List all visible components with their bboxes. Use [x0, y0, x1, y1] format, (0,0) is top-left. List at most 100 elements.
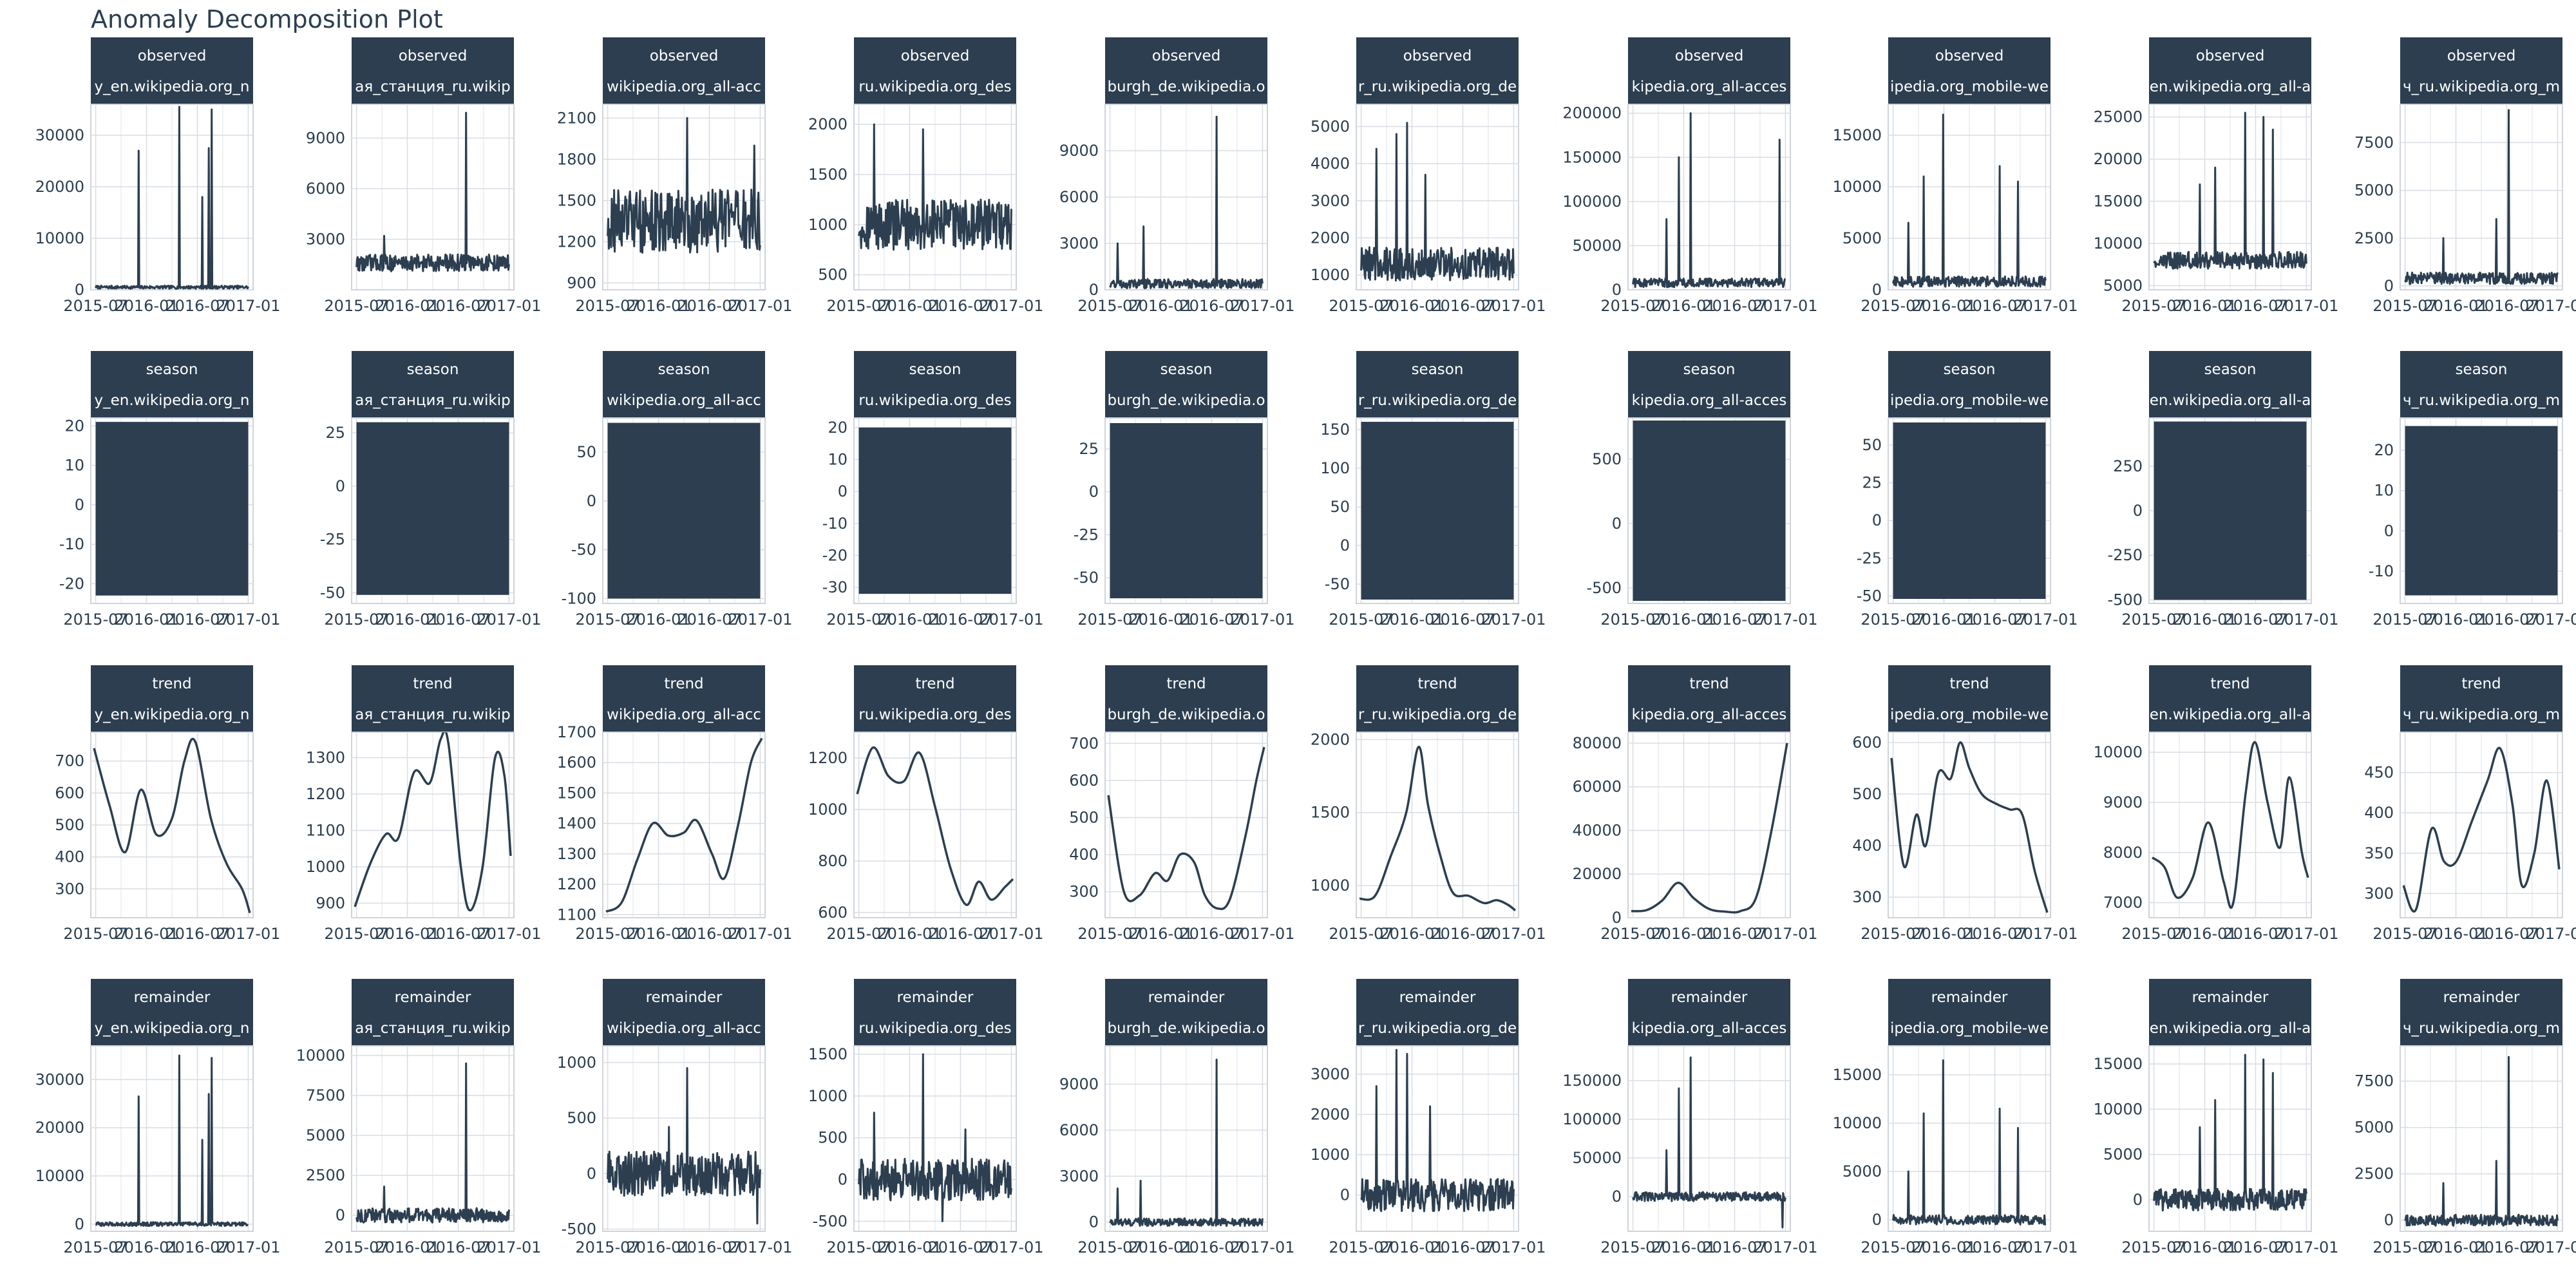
- y-tick-label: 50: [576, 443, 596, 461]
- x-tick-label: 2015-07: [826, 611, 891, 629]
- strip-label-row: season: [2456, 361, 2508, 378]
- y-tick-label: 30000: [35, 126, 84, 144]
- strip-background: [1888, 979, 2050, 1046]
- strip-label-series: y_en.wikipedia.org_n: [94, 706, 249, 723]
- x-tick-label: 2016-07: [1430, 297, 1495, 315]
- strip-label-series: burgh_de.wikipedia.o: [1107, 392, 1265, 409]
- strip-label-series: ч_ru.wikipedia.org_m: [2403, 79, 2560, 95]
- y-tick-label: 7500: [2354, 1072, 2394, 1090]
- y-tick-label: 1700: [557, 723, 596, 741]
- y-tick-label: 80000: [1573, 734, 1622, 752]
- panel-remainder-4: remainder ru.wikipedia.org_des -500 0 500 100…: [808, 979, 1044, 1256]
- strip-background: [352, 37, 514, 104]
- trend-series: [354, 732, 512, 912]
- strip-label-series: wikipedia.org_all-acc: [607, 1020, 761, 1037]
- strip-background: [1105, 37, 1267, 104]
- y-tick-label: 7500: [306, 1086, 345, 1104]
- season-series: [1361, 422, 1514, 600]
- x-tick-label: 2015-07: [2372, 925, 2437, 943]
- x-tick-label: 2016-01: [626, 297, 690, 315]
- x-tick-label: 2015-07: [1329, 925, 1393, 943]
- y-tick-label: 1500: [808, 166, 848, 184]
- y-tick-label: 25: [325, 424, 345, 442]
- strip-label-series: wikipedia.org_all-acc: [607, 392, 761, 409]
- y-tick-label: 0: [838, 1171, 848, 1189]
- x-tick-label: 2016-01: [877, 611, 942, 629]
- y-tick-label: 0: [75, 496, 84, 514]
- x-tick-label: 2015-07: [2372, 611, 2437, 629]
- season-series: [356, 422, 509, 595]
- x-tick-label: 2016-07: [1179, 925, 1244, 943]
- y-tick-label: 1000: [1311, 266, 1350, 284]
- strip-label-series: wikipedia.org_all-acc: [607, 706, 761, 723]
- panel-remainder-5: remainder burgh_de.wikipedia.o 0 3000 6000 90…: [1059, 979, 1295, 1256]
- strip-background: [2400, 37, 2562, 104]
- y-tick-label: 50000: [1573, 236, 1622, 254]
- remainder-series: [355, 1062, 510, 1224]
- strip-label-row: remainder: [1399, 989, 1476, 1006]
- strip-background: [603, 665, 765, 732]
- x-tick-label: 2017-01: [728, 611, 792, 629]
- x-tick-label: 2016-01: [2172, 611, 2237, 629]
- x-tick-label: 2016-01: [1128, 611, 1193, 629]
- y-tick-label: 1000: [808, 800, 848, 819]
- panel-remainder-3: remainder wikipedia.org_all-acc -500 0 500 10…: [557, 979, 793, 1256]
- observed-series: [2404, 109, 2559, 285]
- y-tick-label: 1600: [557, 753, 596, 772]
- y-tick-label: 0: [1340, 536, 1350, 554]
- y-tick-label: 50: [1862, 436, 1882, 454]
- x-tick-label: 2017-01: [1481, 611, 1546, 629]
- x-tick-label: 2016-01: [2423, 297, 2488, 315]
- x-tick-label: 2015-07: [1077, 611, 1142, 629]
- x-tick-label: 2016-01: [2172, 297, 2237, 315]
- y-tick-label: 500: [567, 1109, 596, 1127]
- strip-label-row: observed: [1675, 48, 1744, 64]
- y-tick-label: 1000: [808, 1087, 848, 1105]
- observed-series: [607, 117, 761, 254]
- panel-trend-1: trend y_en.wikipedia.org_n 300 400 500 600 700…: [55, 665, 281, 943]
- trend-series: [2151, 741, 2309, 909]
- y-tick-label: 400: [2364, 804, 2394, 822]
- x-tick-label: 2017-01: [1230, 925, 1294, 943]
- strip-label-series: y_en.wikipedia.org_n: [94, 392, 249, 409]
- strip-background: [2149, 665, 2311, 732]
- x-tick-label: 2017-01: [1753, 297, 1817, 315]
- panel-observed-6: observed r_ru.wikipedia.org_de 1000 2000 300…: [1311, 37, 1546, 315]
- y-tick-label: 600: [818, 904, 848, 922]
- remainder-series: [2153, 1054, 2307, 1212]
- x-tick-label: 2017-01: [216, 297, 280, 315]
- x-tick-label: 2015-07: [826, 1238, 891, 1256]
- strip-label-series: y_en.wikipedia.org_n: [94, 1020, 249, 1037]
- y-tick-label: 10: [828, 451, 848, 469]
- y-tick-label: 300: [2364, 884, 2394, 902]
- strip-background: [2149, 351, 2311, 418]
- strip-label-row: season: [1412, 361, 1464, 378]
- x-tick-label: 2016-01: [877, 1238, 942, 1256]
- strip-label-series: ч_ru.wikipedia.org_m: [2403, 1020, 2560, 1037]
- y-tick-label: 7500: [2354, 133, 2394, 151]
- x-tick-label: 2015-07: [1077, 925, 1142, 943]
- x-tick-label: 2016-07: [165, 1238, 229, 1256]
- x-tick-label: 2016-07: [2474, 297, 2539, 315]
- y-tick-label: -30: [822, 578, 848, 596]
- strip-label-series: y_en.wikipedia.org_n: [94, 79, 249, 95]
- strip-background: [1628, 351, 1790, 418]
- x-tick-label: 2015-07: [575, 925, 639, 943]
- x-tick-label: 2016-01: [626, 1238, 690, 1256]
- strip-label-series: r_ru.wikipedia.org_de: [1358, 79, 1517, 95]
- strip-label-series: kipedia.org_all-acces: [1632, 706, 1787, 723]
- y-tick-label: 0: [75, 281, 84, 299]
- x-tick-label: 2015-07: [2121, 925, 2186, 943]
- x-tick-label: 2017-01: [1481, 1238, 1546, 1256]
- strip-background: [1888, 351, 2050, 418]
- x-tick-label: 2016-01: [114, 611, 178, 629]
- strip-label-row: observed: [399, 48, 468, 64]
- y-tick-label: 0: [1340, 1186, 1350, 1204]
- y-tick-label: 3000: [1059, 234, 1099, 252]
- y-tick-label: 0: [2133, 1191, 2143, 1209]
- strip-background: [1105, 351, 1267, 418]
- y-tick-label: 1500: [808, 1045, 848, 1063]
- panel-remainder-9: remainder en.wikipedia.org_all-a 0 5000 1000…: [2094, 979, 2339, 1256]
- y-tick-label: 350: [2364, 844, 2394, 862]
- panel-trend-5: trend burgh_de.wikipedia.o 300 400 500 600 700…: [1069, 665, 1295, 943]
